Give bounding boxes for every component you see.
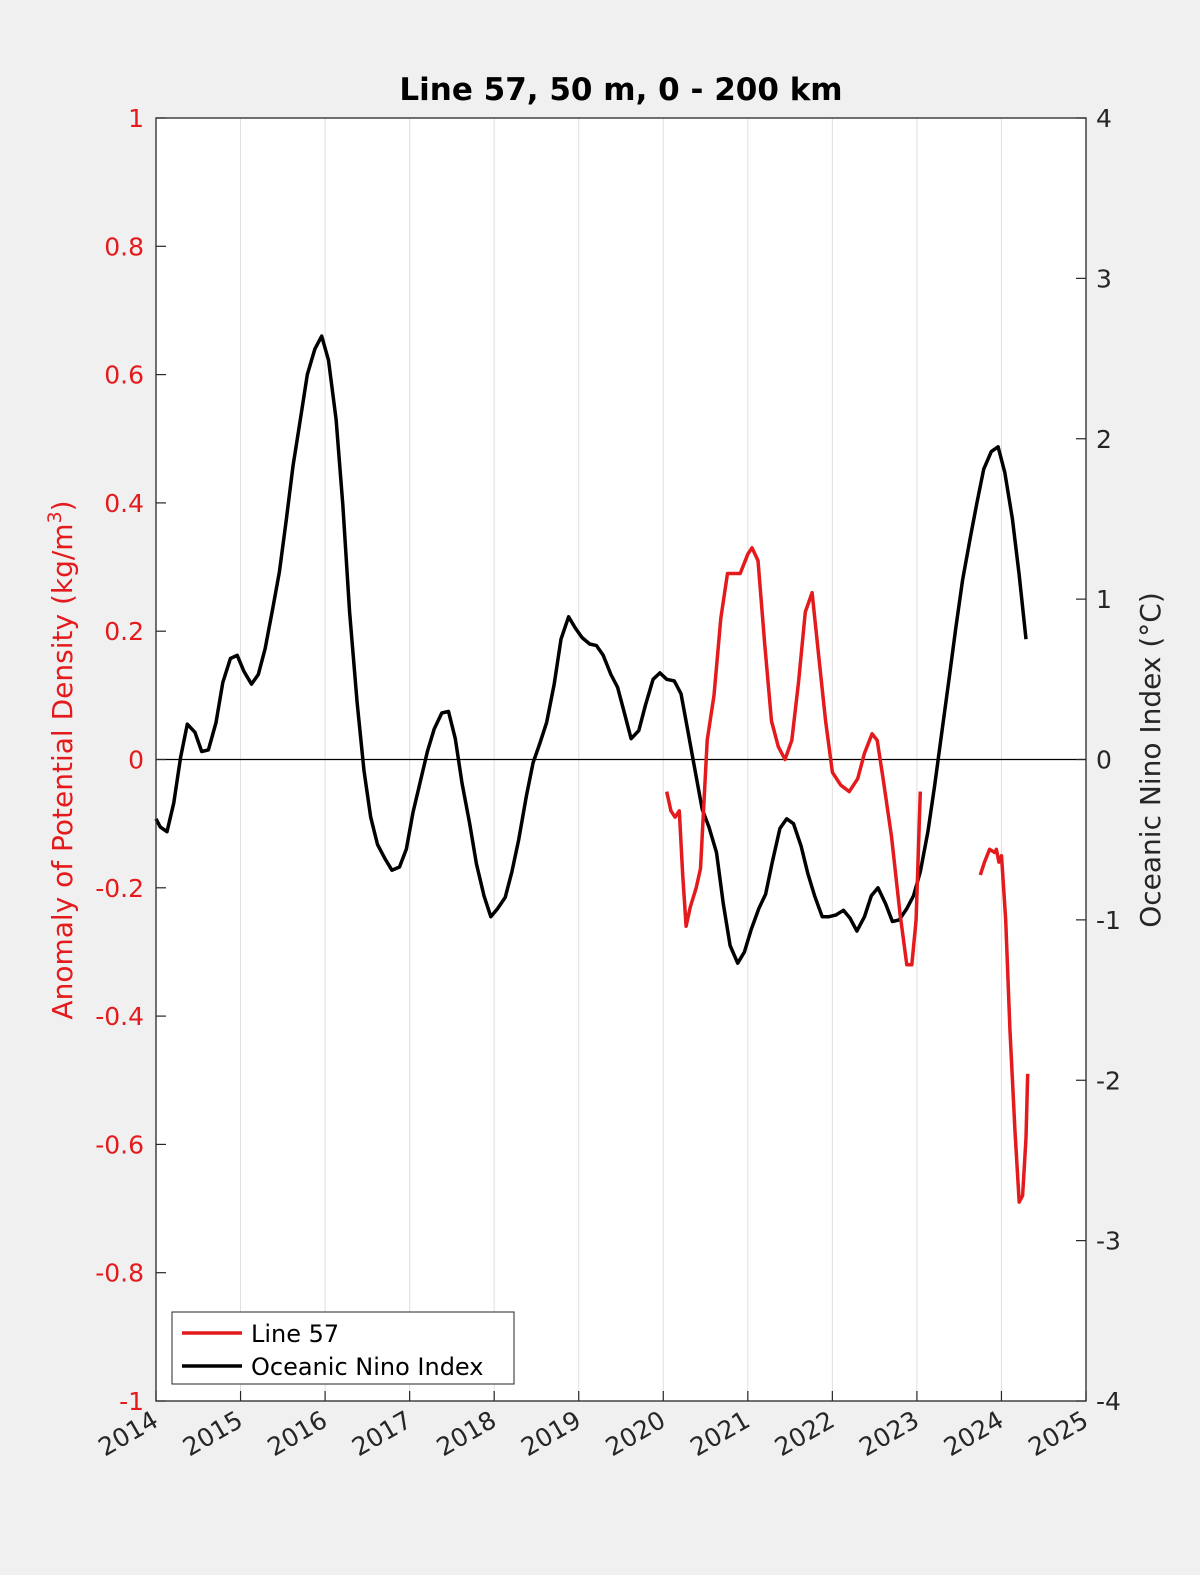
- right-tick-label: 3: [1096, 264, 1112, 293]
- left-tick-label: 0.2: [104, 617, 144, 646]
- legend: Line 57 Oceanic Nino Index: [171, 1311, 515, 1385]
- left-axis-label: Anomaly of Potential Density (kg/m3): [44, 500, 79, 1019]
- x-tick-label: 2021: [685, 1405, 755, 1462]
- right-axis-ticks: 4 3 2 1 0 -1 -2 -3 -4: [1076, 104, 1121, 1416]
- right-tick-label: 0: [1096, 746, 1112, 775]
- right-tick-label: 2: [1096, 425, 1112, 454]
- left-axis-label-close: ): [46, 500, 79, 511]
- left-axis-label-text: Anomaly of Potential Density (kg/m: [46, 523, 79, 1019]
- left-tick-label: 0.4: [104, 489, 144, 518]
- x-tick-label: 2019: [516, 1405, 586, 1462]
- chart-title: Line 57, 50 m, 0 - 200 km: [399, 72, 842, 108]
- x-tick-label: 2020: [601, 1405, 671, 1462]
- series-layer: [154, 334, 1030, 1204]
- left-tick-label: -0.2: [95, 874, 144, 903]
- left-tick-label: 1: [128, 104, 144, 133]
- x-tick-label: 2024: [939, 1405, 1009, 1462]
- right-tick-label: 4: [1096, 104, 1112, 133]
- left-tick-label: -0.8: [95, 1259, 144, 1288]
- x-axis-ticks: 2014 2015 2016 2017 2018 2019 2020 2021 2022 2023…: [93, 1391, 1093, 1462]
- right-tick-label: -1: [1096, 906, 1121, 935]
- x-tick-label: 2016: [262, 1405, 332, 1462]
- x-tick-label: 2023: [854, 1405, 924, 1462]
- series-line-oceanic-nino-index: [154, 334, 1028, 965]
- legend-label-oni: Oceanic Nino Index: [251, 1353, 483, 1381]
- x-tick-label: 2017: [347, 1405, 417, 1462]
- right-tick-label: -3: [1096, 1227, 1121, 1256]
- x-tick-label: 2018: [432, 1405, 502, 1462]
- series-line-line57-segment-2: [978, 847, 1030, 1204]
- x-tick-label: 2022: [770, 1405, 840, 1462]
- legend-box: [171, 1311, 515, 1385]
- right-axis-label: Oceanic Nino Index (°C): [1134, 592, 1167, 928]
- left-tick-label: -1: [119, 1387, 144, 1416]
- left-tick-label: -0.4: [95, 1002, 144, 1031]
- left-tick-label: 0: [128, 746, 144, 775]
- left-axis-label-superscript: 3: [44, 511, 66, 523]
- x-tick-label: 2015: [178, 1405, 248, 1462]
- right-tick-label: -2: [1096, 1066, 1121, 1095]
- left-tick-label: -0.6: [95, 1130, 144, 1159]
- right-tick-label: 1: [1096, 585, 1112, 614]
- left-tick-label: 0.8: [104, 232, 144, 261]
- legend-label-line57: Line 57: [251, 1320, 339, 1348]
- series-line-line57-segment-1: [664, 546, 923, 967]
- left-tick-label: 0.6: [104, 361, 144, 390]
- x-tick-label: 2025: [1023, 1405, 1093, 1462]
- left-axis-ticks: 1 0.8 0.6 0.4 0.2 0 -0.2 -0.4 -0.6 -0.8 -1: [95, 104, 166, 1416]
- right-tick-label: -4: [1096, 1387, 1121, 1416]
